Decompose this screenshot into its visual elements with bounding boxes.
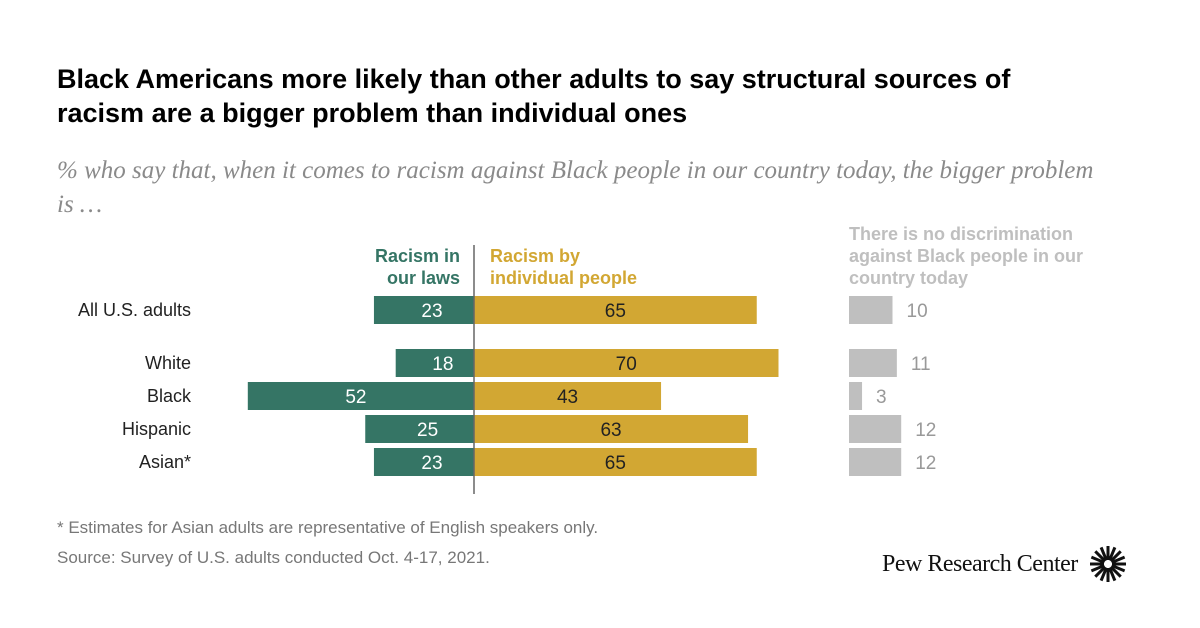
footnote: * Estimates for Asian adults are represe…	[57, 518, 599, 537]
bar-individual	[474, 382, 662, 410]
bar-individual	[474, 296, 757, 324]
legend-no-discrimination: country today	[849, 268, 968, 288]
bar-laws	[247, 382, 474, 410]
value-laws: 52	[345, 387, 366, 408]
source-note: Source: Survey of U.S. adults conducted …	[57, 548, 490, 567]
value-laws: 23	[421, 301, 442, 322]
category-label: Asian*	[139, 452, 191, 472]
bar-no-discrimination	[849, 415, 902, 443]
bar-laws	[365, 415, 474, 443]
legend-no-discrimination: against Black people in our	[849, 246, 1083, 266]
value-individual: 65	[605, 301, 626, 322]
bar-laws	[395, 349, 474, 377]
bar-no-discrimination	[849, 382, 863, 410]
chart-subtitle: % who say that, when it comes to racism …	[57, 157, 1094, 218]
pew-logo: Pew Research Center	[882, 544, 1128, 584]
value-laws: 23	[421, 453, 442, 474]
value-no-discrimination: 10	[907, 301, 928, 322]
value-individual: 65	[605, 453, 626, 474]
category-label: All U.S. adults	[78, 300, 191, 320]
value-individual: 70	[616, 354, 637, 375]
bar-individual	[474, 349, 779, 377]
bar-individual	[474, 448, 757, 476]
value-no-discrimination: 3	[876, 387, 887, 408]
bar-laws	[373, 448, 474, 476]
value-laws: 25	[417, 420, 438, 441]
legend-laws: Racism in	[375, 246, 460, 266]
value-individual: 43	[557, 387, 578, 408]
value-no-discrimination: 12	[915, 453, 936, 474]
legend-individual: individual people	[490, 268, 637, 288]
value-no-discrimination: 12	[915, 420, 936, 441]
value-individual: 63	[600, 420, 621, 441]
legend-laws: our laws	[387, 268, 460, 288]
bar-no-discrimination	[849, 296, 893, 324]
bar-no-discrimination	[849, 349, 897, 377]
logo-text: Pew Research Center	[882, 550, 1078, 577]
category-label: Hispanic	[122, 419, 191, 439]
value-laws: 18	[432, 354, 453, 375]
value-no-discrimination: 11	[911, 354, 931, 375]
bar-laws	[373, 296, 474, 324]
bar-individual	[474, 415, 749, 443]
category-label: Black	[147, 386, 192, 406]
pew-sunburst-icon	[1089, 546, 1126, 582]
bar-no-discrimination	[849, 448, 902, 476]
category-label: White	[145, 353, 191, 373]
legend-no-discrimination: There is no discrimination	[849, 224, 1073, 244]
chart-title: Black Americans more likely than other a…	[57, 64, 1011, 128]
legend-individual: Racism by	[490, 246, 580, 266]
